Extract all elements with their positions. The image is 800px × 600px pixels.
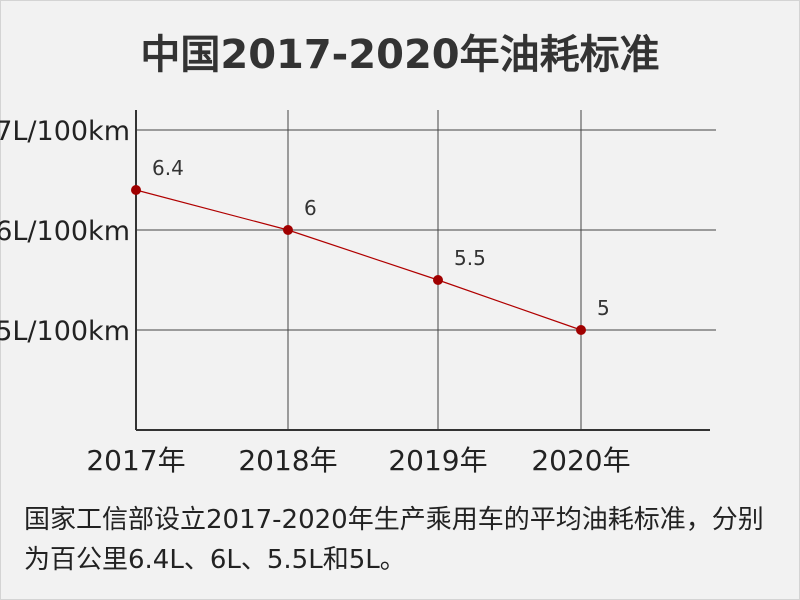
data-labels: 6.4 6 5.5 5 bbox=[152, 156, 610, 320]
data-label-0: 6.4 bbox=[152, 156, 184, 180]
data-point-3 bbox=[576, 325, 586, 335]
x-tick-label-1: 2018年 bbox=[238, 444, 337, 477]
caption-text: 国家工信部设立2017-2020年生产乘用车的平均油耗标准，分别为百公里6.4L… bbox=[24, 505, 764, 575]
data-point-1 bbox=[283, 225, 293, 235]
x-tick-label-2: 2019年 bbox=[388, 444, 487, 477]
axes bbox=[135, 110, 710, 431]
x-tick-label-0: 2017年 bbox=[86, 444, 185, 477]
data-label-2: 5.5 bbox=[454, 246, 486, 270]
y-tick-labels: 7L/100km 6L/100km 5L/100km bbox=[0, 116, 130, 347]
series-line bbox=[135, 189, 582, 331]
y-tick-label-2: 5L/100km bbox=[0, 316, 130, 347]
grid-lines bbox=[136, 110, 716, 430]
data-point-2 bbox=[433, 275, 443, 285]
chart-title: 中国2017-2020年油耗标准 bbox=[140, 32, 660, 78]
y-tick-label-0: 7L/100km bbox=[0, 116, 130, 147]
data-label-3: 5 bbox=[597, 296, 610, 320]
data-label-1: 6 bbox=[304, 196, 317, 220]
series-fuel-consumption bbox=[131, 185, 586, 335]
x-tick-labels: 2017年 2018年 2019年 2020年 bbox=[86, 444, 630, 477]
data-point-0 bbox=[131, 185, 141, 195]
x-tick-label-3: 2020年 bbox=[531, 444, 630, 477]
y-tick-label-1: 6L/100km bbox=[0, 216, 130, 247]
